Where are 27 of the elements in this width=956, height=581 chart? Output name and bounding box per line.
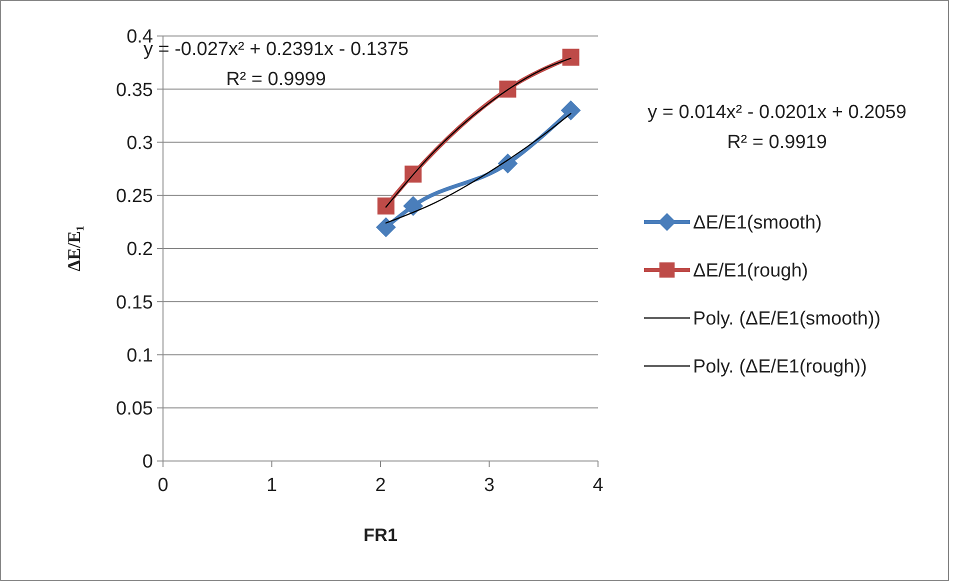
x-tick-label: 4 [592,475,604,496]
text: y = 0.014x² - 0.0201x + 0.2059 R² = 0.9919 [648,102,906,153]
y-tick-label: 0.2 [126,239,153,260]
point [498,154,518,174]
point [499,80,516,98]
x-tick-label: 2 [375,475,386,496]
point [376,217,396,238]
y-tick-label: 0.1 [126,345,153,366]
point [404,166,422,183]
y-tick-label: 0.15 [116,292,153,314]
y-tick-label: 0.25 [116,186,153,208]
x-tick-label: 0 [158,475,168,496]
x-tick-label: 3 [484,475,495,496]
point [377,198,394,214]
legend-label: ΔE/E1(rough) [693,260,808,282]
y-tick-label: 0.3 [126,132,153,154]
point [560,100,581,120]
legend-label: ΔE/E1(smooth) [693,212,822,234]
legend-label: Poly. (ΔE/E1(smooth)) [693,308,881,330]
point [562,48,580,66]
y-axis-title: ΔE/E₁ [64,226,84,272]
y-tick-label: 0.05 [116,398,153,420]
y-tick-label: 0 [142,452,153,473]
x-tick-label: 1 [266,475,278,496]
x-axis-title: FR1 [363,525,398,545]
legend-label: Poly. (ΔE/E1(rough)) [693,356,867,378]
point [403,196,424,216]
